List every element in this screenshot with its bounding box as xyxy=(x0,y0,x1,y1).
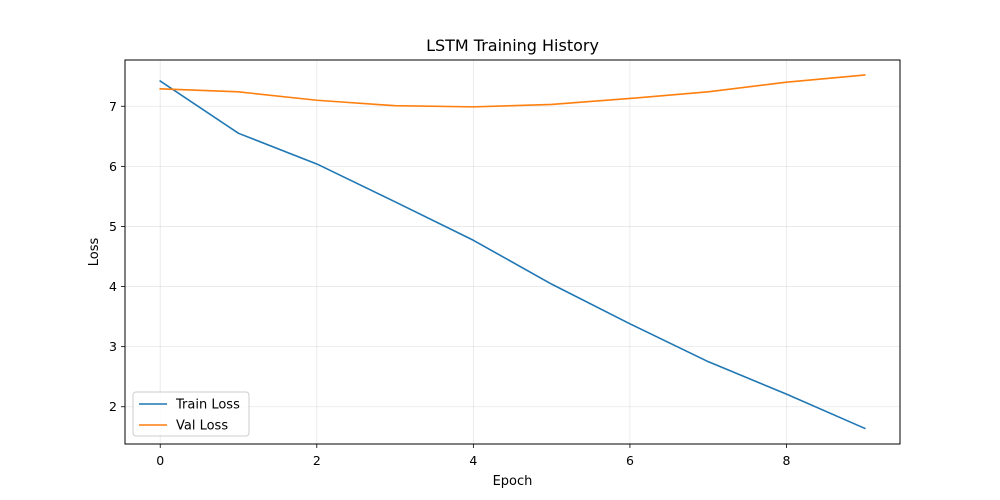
y-tick-label: 5 xyxy=(109,219,117,234)
y-tick-label: 4 xyxy=(109,279,117,294)
y-tick-label: 2 xyxy=(109,399,117,414)
series-lines xyxy=(159,74,866,430)
y-axis-label: Loss xyxy=(87,238,102,267)
series-line-val-loss xyxy=(159,74,866,108)
x-tick-label: 6 xyxy=(626,453,634,468)
legend-entry-label: Train Loss xyxy=(175,398,240,413)
plot-frame xyxy=(124,59,901,445)
legend-entry-label: Val Loss xyxy=(176,419,228,434)
axis-ticks: 0 2 4 6 8 2 3 4 5 6 7 xyxy=(109,99,790,468)
y-tick-label: 3 xyxy=(109,339,117,354)
x-tick-label: 4 xyxy=(469,453,477,468)
y-tick-label: 7 xyxy=(109,99,117,114)
legend: Train Loss Val Loss xyxy=(132,391,250,437)
chart-title: LSTM Training History xyxy=(426,36,599,55)
x-tick-label: 0 xyxy=(156,453,164,468)
x-axis-label: Epoch xyxy=(493,474,533,489)
x-tick-label: 2 xyxy=(313,453,321,468)
y-tick-label: 6 xyxy=(109,159,117,174)
series-line-train-loss xyxy=(159,79,866,430)
x-tick-label: 8 xyxy=(783,453,791,468)
